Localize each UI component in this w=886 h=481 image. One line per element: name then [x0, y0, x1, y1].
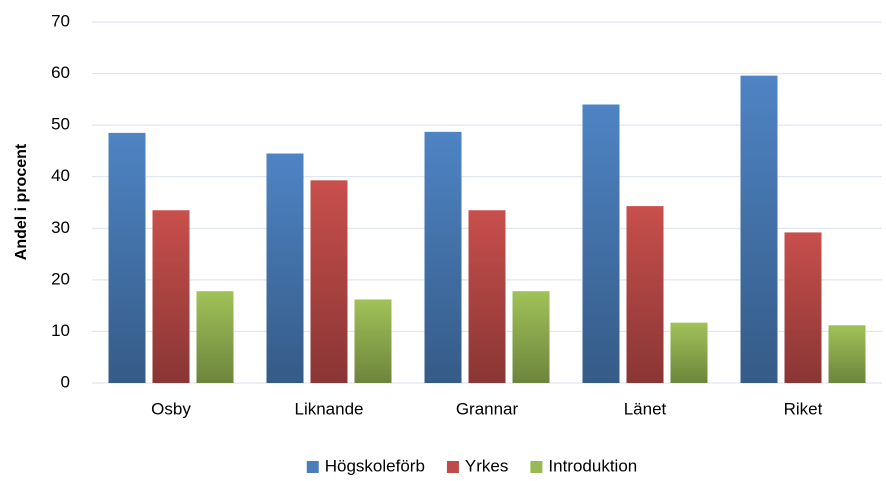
x-tick-label: Länet	[624, 399, 667, 418]
x-tick-label: Osby	[151, 399, 191, 418]
y-tick-label: 60	[51, 63, 70, 82]
bar	[670, 322, 708, 383]
bar	[626, 206, 664, 383]
legend-label: Introduktion	[548, 456, 637, 475]
bar	[152, 210, 190, 383]
bar	[468, 210, 506, 383]
y-tick-label: 20	[51, 269, 70, 288]
y-axis-title: Andel i procent	[13, 143, 30, 260]
legend-swatch	[446, 461, 459, 473]
x-tick-label: Liknande	[294, 399, 363, 418]
legend-swatch	[530, 461, 543, 473]
y-tick-label: 0	[61, 372, 70, 391]
bar	[266, 153, 304, 383]
bar	[310, 180, 348, 383]
y-tick-label: 40	[51, 166, 70, 185]
bar	[784, 232, 822, 383]
bar	[740, 75, 778, 384]
bar	[354, 299, 392, 383]
y-tick-label: 50	[51, 115, 70, 134]
bar	[108, 132, 146, 383]
legend-swatch	[306, 461, 319, 473]
y-tick-label: 70	[51, 11, 70, 30]
legend-label: Yrkes	[465, 456, 508, 475]
bar	[424, 131, 462, 383]
x-tick-label: Riket	[784, 399, 823, 418]
x-tick-label: Grannar	[456, 399, 519, 418]
bar	[828, 325, 866, 383]
bar	[512, 291, 550, 383]
legend-label: Högskoleförb	[325, 456, 425, 475]
bar	[582, 104, 620, 383]
bar	[196, 291, 234, 383]
y-tick-label: 30	[51, 218, 70, 237]
y-tick-label: 10	[51, 321, 70, 340]
